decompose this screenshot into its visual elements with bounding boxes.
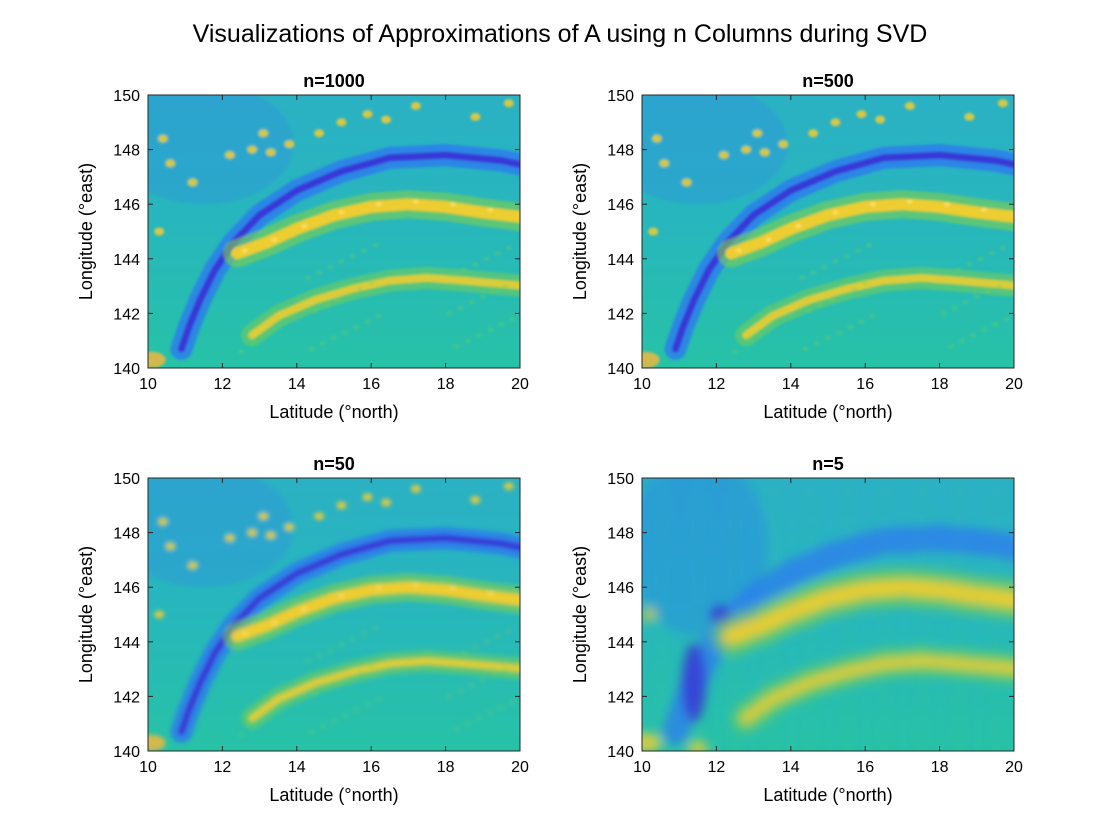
y-tick-label: 146 (607, 197, 634, 214)
y-tick-label: 146 (113, 580, 140, 597)
y-tick-label: 144 (113, 252, 140, 269)
x-tick-label: 14 (288, 759, 306, 776)
y-tick-label: 150 (113, 88, 140, 105)
x-tick-label: 12 (214, 376, 232, 393)
x-tick-label: 10 (139, 376, 157, 393)
x-tick-label: 18 (931, 376, 949, 393)
subplot-svg: n=1000 10 12 14 16 18 20 140 142 144 146 148 150 Lati… (76, 71, 529, 422)
axes-frame (641, 477, 1015, 752)
y-tick-label: 148 (607, 143, 634, 160)
heatmap-image (642, 95, 1014, 368)
y-axis-label: Longitude (°east) (570, 546, 590, 683)
y-tick-label: 140 (607, 744, 634, 761)
y-tick-label: 142 (113, 306, 140, 323)
y-axis-label: Longitude (°east) (76, 546, 96, 683)
y-tick-label: 142 (607, 689, 634, 706)
heatmap-image (642, 478, 1014, 751)
axes-frame (147, 477, 521, 752)
x-tick-label: 16 (362, 759, 380, 776)
heatmap-image (148, 95, 520, 368)
subplot-3: n=50 10 12 14 16 18 20 140 142 144 146 148 150 Latitu… (0, 453, 529, 833)
y-tick-label: 150 (607, 88, 634, 105)
y-tick-label: 144 (607, 252, 634, 269)
x-tick-label: 20 (511, 376, 529, 393)
x-tick-label: 12 (708, 759, 726, 776)
x-axis-label: Latitude (°north) (269, 785, 398, 805)
y-tick-label: 140 (113, 361, 140, 378)
y-tick-label: 142 (607, 306, 634, 323)
axes-frame (641, 94, 1015, 369)
y-tick-label: 146 (607, 580, 634, 597)
x-tick-label: 12 (214, 759, 232, 776)
subplot-title: n=1000 (303, 71, 365, 91)
subplot-2: n=500 10 12 14 16 18 20 140 142 144 146 148 150 Latit… (494, 70, 1023, 450)
x-tick-label: 10 (633, 759, 651, 776)
x-axis-label: Latitude (°north) (763, 402, 892, 422)
y-tick-label: 146 (113, 197, 140, 214)
x-tick-label: 20 (1005, 759, 1023, 776)
y-tick-label: 148 (113, 526, 140, 543)
y-tick-label: 148 (113, 143, 140, 160)
y-tick-label: 144 (113, 635, 140, 652)
heatmap-image (148, 478, 520, 751)
subplot-title: n=50 (313, 454, 355, 474)
y-tick-label: 150 (113, 471, 140, 488)
x-tick-label: 18 (437, 376, 455, 393)
x-tick-label: 18 (437, 759, 455, 776)
y-tick-label: 140 (113, 744, 140, 761)
subplot-4: n=5 10 12 14 16 18 20 140 142 144 146 148 150 Latitud… (494, 453, 1023, 833)
x-tick-label: 12 (708, 376, 726, 393)
x-tick-label: 14 (288, 376, 306, 393)
x-tick-label: 10 (139, 759, 157, 776)
subplot-title: n=5 (812, 454, 844, 474)
x-tick-label: 10 (633, 376, 651, 393)
y-tick-label: 140 (607, 361, 634, 378)
subplot-svg: n=50 10 12 14 16 18 20 140 142 144 146 148 150 Latitu… (76, 454, 529, 805)
x-axis-label: Latitude (°north) (269, 402, 398, 422)
x-tick-label: 18 (931, 759, 949, 776)
x-tick-label: 20 (1005, 376, 1023, 393)
x-tick-label: 14 (782, 376, 800, 393)
subplot-1: n=1000 10 12 14 16 18 20 140 142 144 146 148 150 Lati… (0, 70, 529, 450)
x-tick-label: 16 (856, 376, 874, 393)
y-tick-label: 144 (607, 635, 634, 652)
x-tick-label: 16 (856, 759, 874, 776)
figure-title: Visualizations of Approximations of A us… (192, 20, 928, 48)
y-axis-label: Longitude (°east) (76, 163, 96, 300)
x-axis-label: Latitude (°north) (763, 785, 892, 805)
subplot-svg: n=500 10 12 14 16 18 20 140 142 144 146 148 150 Latit… (570, 71, 1023, 422)
subplot-title: n=500 (802, 71, 854, 91)
x-tick-label: 14 (782, 759, 800, 776)
axes-frame (147, 94, 521, 369)
subplot-svg: n=5 10 12 14 16 18 20 140 142 144 146 148 150 Latitud… (570, 454, 1023, 805)
x-tick-label: 20 (511, 759, 529, 776)
y-axis-label: Longitude (°east) (570, 163, 590, 300)
x-tick-label: 16 (362, 376, 380, 393)
y-tick-label: 150 (607, 471, 634, 488)
y-tick-label: 142 (113, 689, 140, 706)
y-tick-label: 148 (607, 526, 634, 543)
